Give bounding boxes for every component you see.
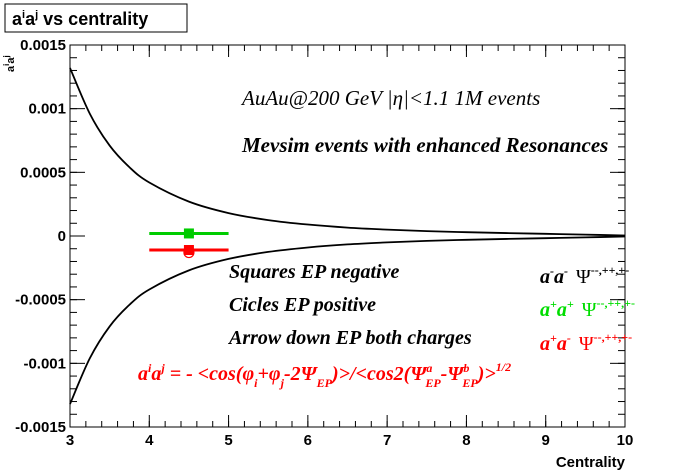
series-curve-1	[69, 235, 626, 405]
data-point-square	[183, 228, 194, 239]
y-tick-label: 0.001	[28, 101, 66, 118]
x-axis-label: Centrality	[556, 454, 626, 471]
x-tick-label: 10	[617, 432, 634, 449]
data-point-square	[183, 245, 194, 256]
legend-entry-minus-minus: a-a- Ψ--,++,+-	[540, 263, 629, 288]
x-tick-label: 9	[542, 432, 550, 449]
y-tick-label: 0	[58, 228, 66, 245]
x-tick-label: 7	[383, 432, 391, 449]
y-tick-label: -0.001	[23, 355, 66, 372]
svg-text:aiaj vs centrality: aiaj vs centrality	[12, 9, 148, 29]
annotation-generator: Mevsim events with enhanced Resonances	[241, 133, 608, 157]
legend-entry-plus-plus: a+a+ Ψ--,++,+-	[540, 296, 635, 321]
annotation-formula: aiaj = - <cos(φi+φj-2ΨEP)>/<cos2(Ψa EP-Ψb…	[138, 360, 511, 390]
series-curve-0	[69, 67, 626, 237]
y-axis-label: aiaj	[2, 55, 17, 72]
x-tick-label: 6	[304, 432, 312, 449]
legend: a-a- Ψ--,++,+- a+a+ Ψ--,++,+- a+a- Ψ--,++,+…	[540, 263, 635, 355]
x-tick-label: 3	[66, 432, 74, 449]
y-tick-label: -0.0005	[15, 292, 66, 309]
x-tick-label: 4	[145, 432, 154, 449]
annotation-circles: Cicles EP positive	[229, 294, 376, 316]
x-tick-label: 5	[224, 432, 232, 449]
y-tick-label: 0.0005	[20, 164, 66, 181]
annotation-dataset: AuAu@200 GeV |η|<1.1 1M events	[240, 86, 540, 110]
legend-entry-plus-minus: a+a- Ψ--,++,+-	[540, 330, 632, 355]
x-tick-label: 8	[462, 432, 470, 449]
axes: 3 4 5 6 7 8 9 10 -0.0015 -0.001 -0.0005 0 0.0005 0.00…	[15, 37, 633, 449]
chart-title: aiaj vs centrality	[4, 3, 188, 33]
data-point-circle	[183, 246, 195, 259]
y-tick-label: 0.0015	[20, 37, 66, 54]
y-tick-label: -0.0015	[15, 419, 66, 436]
chart-marks	[69, 67, 626, 405]
annotation-arrow: Arrow down EP both charges	[227, 327, 472, 349]
annotation-squares: Squares EP negative	[229, 261, 399, 283]
